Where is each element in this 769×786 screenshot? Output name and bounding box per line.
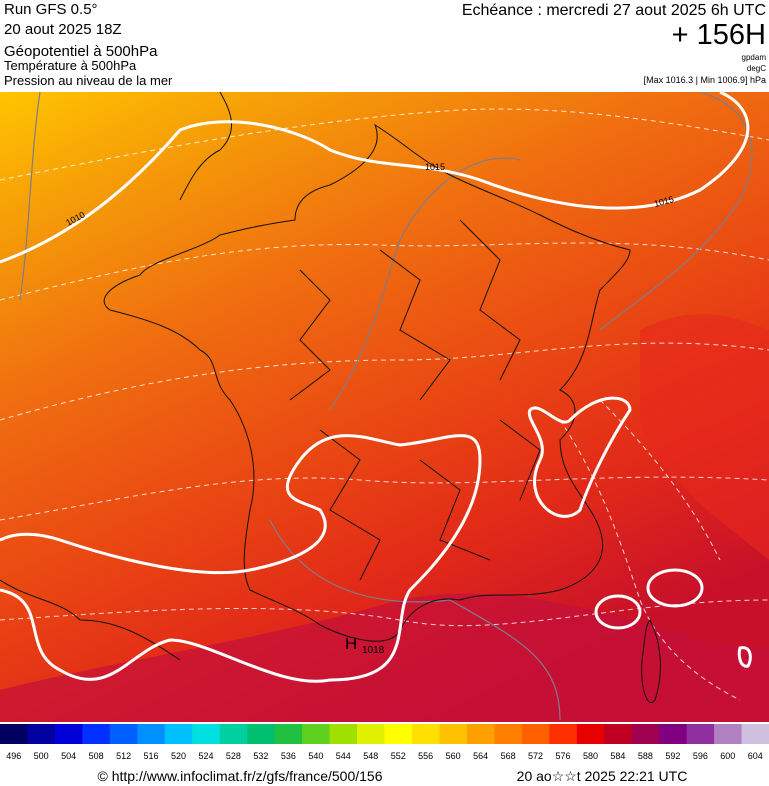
- subtitle: Pression au niveau de la mer: [4, 73, 173, 88]
- echeance: Echéance : mercredi 27 aout 2025 6h UTC: [462, 2, 766, 19]
- scale-swatch: [329, 724, 358, 744]
- isobar-label: 1015: [425, 162, 445, 172]
- color-scale: 496 500 504 508 512 516 520 524 528 532 536 540 544 5…: [0, 724, 769, 761]
- scale-swatch: [27, 724, 56, 744]
- scale-swatch: [137, 724, 166, 744]
- scale-swatch: [384, 724, 413, 744]
- scale-swatch: [714, 724, 743, 744]
- scale-label: 524: [198, 751, 213, 761]
- scale-label: 512: [116, 751, 131, 761]
- source-url: © http://www.infoclimat.fr/z/gfs/france/…: [98, 768, 383, 784]
- run-date: 20 aout 2025 18Z: [4, 21, 122, 38]
- scale-label: 500: [34, 751, 49, 761]
- scale-label: 572: [528, 751, 543, 761]
- scale-swatch: [0, 724, 28, 744]
- scale-label: 560: [446, 751, 461, 761]
- scale-swatch: [549, 724, 578, 744]
- scale-swatch: [576, 724, 605, 744]
- scale-swatch: [659, 724, 688, 744]
- scale-swatch: [631, 724, 660, 744]
- scale-swatch: [411, 724, 440, 744]
- subtitle: Température à 500hPa: [4, 58, 137, 73]
- scale-swatch: [109, 724, 138, 744]
- scale-swatch: [439, 724, 468, 744]
- scale-swatch: [82, 724, 111, 744]
- scale-label: 588: [638, 751, 653, 761]
- scale-label: 508: [89, 751, 104, 761]
- scale-swatch: [247, 724, 276, 744]
- scale-swatch: [164, 724, 193, 744]
- scale-label: 544: [336, 751, 351, 761]
- scale-label: 576: [556, 751, 571, 761]
- scale-label: 596: [693, 751, 708, 761]
- scale-label: 556: [418, 751, 433, 761]
- unit: gpdam: [742, 53, 767, 62]
- scale-swatch: [741, 724, 769, 744]
- scale-swatch: [686, 724, 715, 744]
- scale-label: 600: [720, 751, 735, 761]
- scale-label: 564: [473, 751, 488, 761]
- gray-contours: [19, 92, 753, 721]
- scale-label: 568: [501, 751, 516, 761]
- title: Géopotentiel à 500hPa: [4, 43, 158, 60]
- scale-label: 496: [6, 751, 21, 761]
- scale-swatch: [54, 724, 83, 744]
- scale-label: 540: [308, 751, 323, 761]
- scale-swatch: [466, 724, 495, 744]
- scale-label: 516: [144, 751, 159, 761]
- high-symbol: H: [345, 634, 357, 653]
- scale-swatch: [302, 724, 331, 744]
- run: Run GFS 0.5°: [4, 1, 98, 18]
- scale-label: 592: [665, 751, 680, 761]
- scale-label: 520: [171, 751, 186, 761]
- isobars: [0, 92, 752, 683]
- cold-zone: [0, 593, 769, 722]
- scale-swatch: [274, 724, 303, 744]
- map: 1010 1015 1015 H 1018: [0, 92, 769, 722]
- scale-swatch: [219, 724, 248, 744]
- scale-label: 504: [61, 751, 76, 761]
- scale-swatch: [192, 724, 221, 744]
- scale-label: 532: [253, 751, 268, 761]
- scale-label: 584: [610, 751, 625, 761]
- warm-zone: [640, 314, 769, 560]
- high-value: 1018: [362, 645, 385, 656]
- scale-label: 536: [281, 751, 296, 761]
- scale-label: 548: [363, 751, 378, 761]
- scale-swatch: [357, 724, 385, 744]
- scale-swatch: [521, 724, 550, 744]
- scale-label: 552: [391, 751, 406, 761]
- scale-label: 580: [583, 751, 598, 761]
- unit: degC: [747, 64, 766, 73]
- scale-label: 604: [748, 751, 763, 761]
- timestamp: 20 ao☆☆t 2025 22:21 UTC: [517, 768, 688, 784]
- lead-time: + 156H: [672, 19, 766, 51]
- scale-swatch: [494, 724, 523, 744]
- scale-label: 528: [226, 751, 241, 761]
- coastlines: [0, 92, 661, 703]
- pressure-range: [Max 1016.3 | Min 1006.9] hPa: [644, 75, 766, 85]
- scale-swatch: [604, 724, 633, 744]
